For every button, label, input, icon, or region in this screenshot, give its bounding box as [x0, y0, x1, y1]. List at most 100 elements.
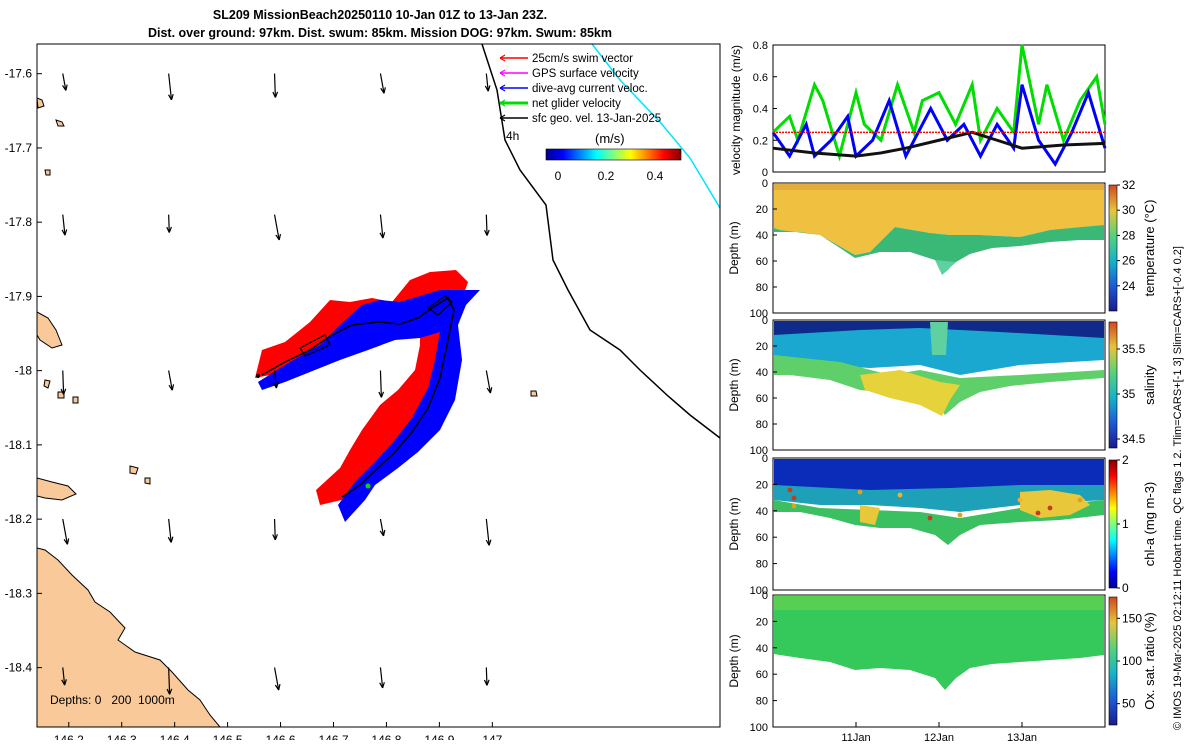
geo-arrow-head	[274, 684, 281, 691]
velocity-panel: 0 0.2 0.4 0.6 0.8 velocity magnitude (m/s)	[729, 40, 1107, 179]
map-ytick-label: -18.4	[5, 661, 33, 675]
colorbar-tick-02: 0.2	[598, 169, 615, 183]
geo-arrow	[379, 370, 382, 398]
depth-tick-label: 20	[756, 479, 768, 491]
geo-arrow-head	[166, 688, 173, 695]
depth-tick-label: 60	[756, 256, 768, 268]
colorbar-tick-label: 100	[1122, 654, 1142, 668]
geo-arrow-head	[483, 679, 490, 686]
swim-vector-band	[255, 270, 468, 505]
colorbar-tick-label: 150	[1122, 611, 1142, 625]
geo-arrow	[62, 370, 65, 395]
geo-arrow	[273, 214, 280, 241]
chl-sample-dot	[857, 489, 863, 495]
map-y-ticks: -17.6 -17.7 -17.8 -17.9 -18 -18.1 -18.2 -18.3 -1…	[5, 67, 42, 675]
geo-arrow-head	[272, 534, 278, 541]
geo-arrow-head	[63, 538, 70, 545]
geo-arrow-head	[378, 391, 385, 398]
map-xtick-label: 146.8	[371, 733, 401, 740]
figure-title-line2: Dist. over ground: 97km. Dist. swum: 85k…	[147, 26, 612, 40]
geo-arrow	[62, 214, 66, 236]
colorbar-title: salinity	[1142, 365, 1157, 405]
geo-arrow-head	[485, 539, 492, 546]
depth-tick-label: 80	[756, 559, 768, 571]
colorbar-tick-label: 26	[1122, 254, 1136, 268]
map-ytick-label: -18	[15, 364, 33, 378]
geo-arrow	[62, 73, 67, 91]
colorbar-tick-label: 35	[1122, 387, 1136, 401]
map-ytick-label: -17.7	[5, 141, 33, 155]
colorbar-title: Ox. sat. ratio (%)	[1142, 612, 1157, 710]
depth-tick-label: 60	[756, 669, 768, 681]
colorbar-tick-label: 30	[1122, 203, 1136, 217]
geo-arrow	[485, 518, 490, 546]
depth-tick-label: 100	[750, 585, 768, 597]
depth-tick-label: 80	[756, 282, 768, 294]
geo-arrow-head	[167, 536, 174, 543]
geo-arrow	[485, 73, 489, 92]
geo-arrow-head	[61, 229, 68, 236]
colorbar-tick-0: 0	[555, 169, 562, 183]
coastline-land-north	[37, 311, 63, 349]
panel-ylabel: Depth (m)	[727, 634, 741, 687]
vel-ytick-label: 0.6	[753, 72, 768, 84]
velocity-series-line	[771, 44, 1107, 162]
geo-arrow	[62, 667, 66, 686]
isobath-1000m	[481, 44, 720, 439]
chlorophyll-panel	[772, 457, 1106, 591]
depth-tick-label: 0	[762, 590, 768, 602]
panel-colorbar	[1108, 459, 1118, 589]
map-xtick-label: 146.2	[54, 733, 84, 740]
legend-label: net glider velocity	[532, 98, 621, 110]
geo-arrow	[379, 73, 385, 94]
chl-sample-dot	[1047, 505, 1053, 511]
chl-sample-dot	[787, 487, 793, 493]
temperature-panel	[772, 182, 1106, 314]
geo-arrow-head	[380, 87, 386, 94]
geo-arrow	[485, 667, 488, 686]
chl-sample-dot	[1017, 497, 1023, 503]
geo-arrow-head	[486, 387, 493, 394]
geo-arrow	[273, 370, 278, 389]
legend-arrowhead	[499, 99, 506, 107]
depth-tick-label: 60	[756, 393, 768, 405]
legend-label: dive-avg current veloc.	[532, 83, 648, 95]
legend-arrowhead	[499, 54, 506, 62]
geo-arrow	[168, 214, 170, 233]
depth-tick-label: 40	[756, 367, 768, 379]
depth-tick-label: 40	[756, 230, 768, 242]
geo-arrow	[168, 667, 171, 695]
time-tick-label: 12Jan	[924, 732, 954, 744]
map-ytick-label: -18.2	[5, 512, 33, 526]
geo-arrow-head	[61, 679, 67, 686]
chl-sample-dot	[1035, 510, 1041, 516]
chl-sample-dot	[957, 512, 963, 518]
map-xtick-label: 146.4	[160, 733, 190, 740]
geo-arrow-head	[272, 382, 279, 389]
vel-ytick-label: 0.8	[753, 40, 768, 52]
geo-arrow	[273, 518, 276, 540]
geo-arrow-head	[168, 94, 174, 101]
geostrophic-velocity-arrows	[60, 73, 493, 695]
depth-tick-label: 0	[762, 453, 768, 465]
colorbar-tick-label: 35.5	[1122, 342, 1146, 356]
geo-arrow	[273, 667, 280, 691]
legend-arrowhead	[499, 84, 506, 92]
map-xtick-label: 146.3	[107, 733, 137, 740]
salinity-panel	[772, 319, 1106, 451]
colorbar-tick-04: 0.4	[647, 169, 664, 183]
legend-tag-4h: 4h	[506, 129, 519, 143]
colorbar-tick-label: 0	[1122, 581, 1129, 595]
geo-arrow	[379, 214, 384, 239]
chl-sample-dot	[1077, 497, 1083, 503]
map-ytick-label: -18.3	[5, 586, 33, 600]
map-xtick-label: 146.7	[318, 733, 348, 740]
oxygen-panel	[772, 594, 1106, 728]
map-xtick-label: 146.6	[266, 733, 296, 740]
geo-arrow-head	[168, 384, 175, 391]
geo-arrow	[485, 214, 488, 236]
legend-arrowhead	[499, 114, 506, 122]
colorbar-tick-label: 34.5	[1122, 432, 1146, 446]
time-tick-label: 13Jan	[1007, 732, 1037, 744]
figure-title-line1: SL209 MissionBeach20250110 10-Jan 01Z to…	[212, 8, 548, 22]
